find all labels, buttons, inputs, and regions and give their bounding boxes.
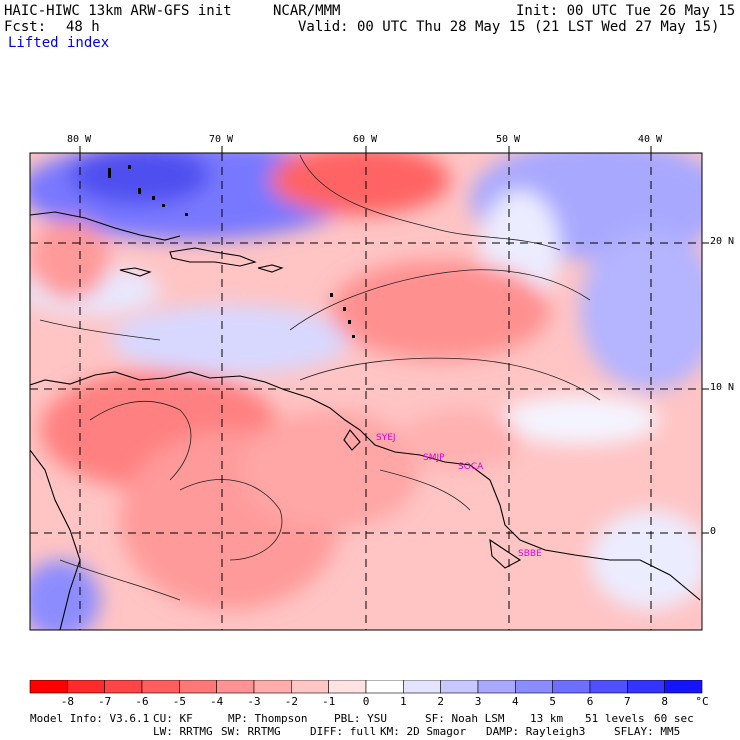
colorbar-tick-label: 3	[474, 695, 482, 708]
colorbar-swatch	[515, 680, 553, 694]
coastlines	[30, 211, 701, 630]
footer-sf: SF: Noah LSM	[425, 712, 505, 725]
footer-cu: CU: KF	[153, 712, 193, 725]
colorbar-tick-label: -6	[135, 695, 149, 708]
colorbar-tick-label: -8	[60, 695, 74, 708]
axis-ticks	[79, 146, 709, 534]
lifted-index-field	[30, 153, 702, 630]
contour-lines	[39, 154, 601, 601]
colorbar-swatch	[627, 680, 665, 694]
colorbar-tick-label: 8	[661, 695, 668, 708]
lon-label-50w: 50 W	[496, 134, 521, 145]
colorbar-swatch	[67, 680, 105, 694]
colorbar-tick-label: 0	[362, 695, 370, 708]
forecast-hour: 48 h	[66, 19, 100, 35]
lat-label-20n: 20 N	[710, 236, 735, 247]
colorbar-swatch	[589, 680, 628, 694]
colorbar-swatch	[291, 680, 329, 694]
station-sbbe: SBBE	[518, 549, 542, 559]
lon-label-40w: 40 W	[638, 134, 663, 145]
station-syej: SYEJ	[376, 433, 396, 443]
colorbar-tick-label: -5	[172, 695, 186, 708]
forecast-label: Fcst:	[4, 19, 47, 35]
lat-lon-grid	[30, 153, 702, 630]
footer-resolution: 13 km	[530, 712, 564, 725]
valid-time: Valid: 00 UTC Thu 28 May 15 (21 LST Wed …	[298, 19, 720, 35]
colorbar-swatch	[440, 680, 479, 694]
colorbar-swatch	[477, 680, 516, 694]
footer-sflay: SFLAY: MM5	[614, 725, 681, 738]
footer-damp: DAMP: Rayleigh3	[486, 725, 586, 738]
colorbar-tick-label: 6	[586, 695, 594, 708]
footer-diff: DIFF: full	[310, 725, 377, 738]
colorbar-tick-label: -7	[98, 695, 112, 708]
colorbar-swatch	[179, 680, 217, 694]
footer-model-info: Model Info: V3.6.1	[30, 712, 150, 725]
colorbar-swatch	[29, 680, 68, 694]
field-name: Lifted index	[8, 35, 110, 51]
lon-label-60w: 60 W	[353, 134, 378, 145]
colorbar-tick-label: 7	[624, 695, 631, 708]
station-soca: SOCA	[458, 462, 484, 472]
colorbar-tick-label: -2	[284, 695, 298, 708]
colorbar-swatch	[141, 680, 180, 694]
colorbar-tick-label: -1	[322, 695, 336, 708]
colorbar-swatch	[664, 680, 703, 694]
colorbar-tick-label: 2	[437, 695, 444, 708]
colorbar-swatch	[253, 680, 292, 694]
colorbar-swatch	[365, 680, 404, 694]
footer-pbl: PBL: YSU	[334, 712, 387, 725]
footer-levels: 51 levels	[585, 712, 645, 725]
footer-sw: SW: RRTMG	[221, 725, 281, 738]
station-smjp: SMJP	[423, 453, 445, 463]
colorbar-swatch	[403, 680, 441, 694]
colorbar-swatch	[552, 680, 591, 694]
lon-label-80w: 80 W	[67, 134, 92, 145]
colorbar-tick-label: 1	[400, 695, 407, 708]
model-title: HAIC-HIWC 13km ARW-GFS init	[4, 3, 232, 19]
colorbar	[29, 680, 703, 694]
colorbar-swatch	[104, 680, 143, 694]
lat-label-0: 0	[710, 526, 717, 537]
lon-label-70w: 70 W	[209, 134, 234, 145]
footer-lw: LW: RRTMG	[153, 725, 213, 738]
colorbar-tick-label: -3	[247, 695, 261, 708]
colorbar-unit: °C	[695, 695, 709, 708]
footer-mp: MP: Thompson	[228, 712, 308, 725]
init-time: Init: 00 UTC Tue 26 May 15	[516, 3, 736, 19]
caribbean-islands	[108, 165, 355, 338]
colorbar-tick-label: 5	[549, 695, 556, 708]
colorbar-tick-label: -4	[210, 695, 224, 708]
footer-timestep: 60 sec	[654, 712, 694, 725]
colorbar-swatch	[216, 680, 255, 694]
org-label: NCAR/MMM	[273, 3, 341, 19]
colorbar-swatch	[328, 680, 367, 694]
lat-label-10n: 10 N	[710, 382, 735, 393]
colorbar-tick-label: 4	[512, 695, 519, 708]
footer-km: KM: 2D Smagor	[380, 725, 467, 738]
